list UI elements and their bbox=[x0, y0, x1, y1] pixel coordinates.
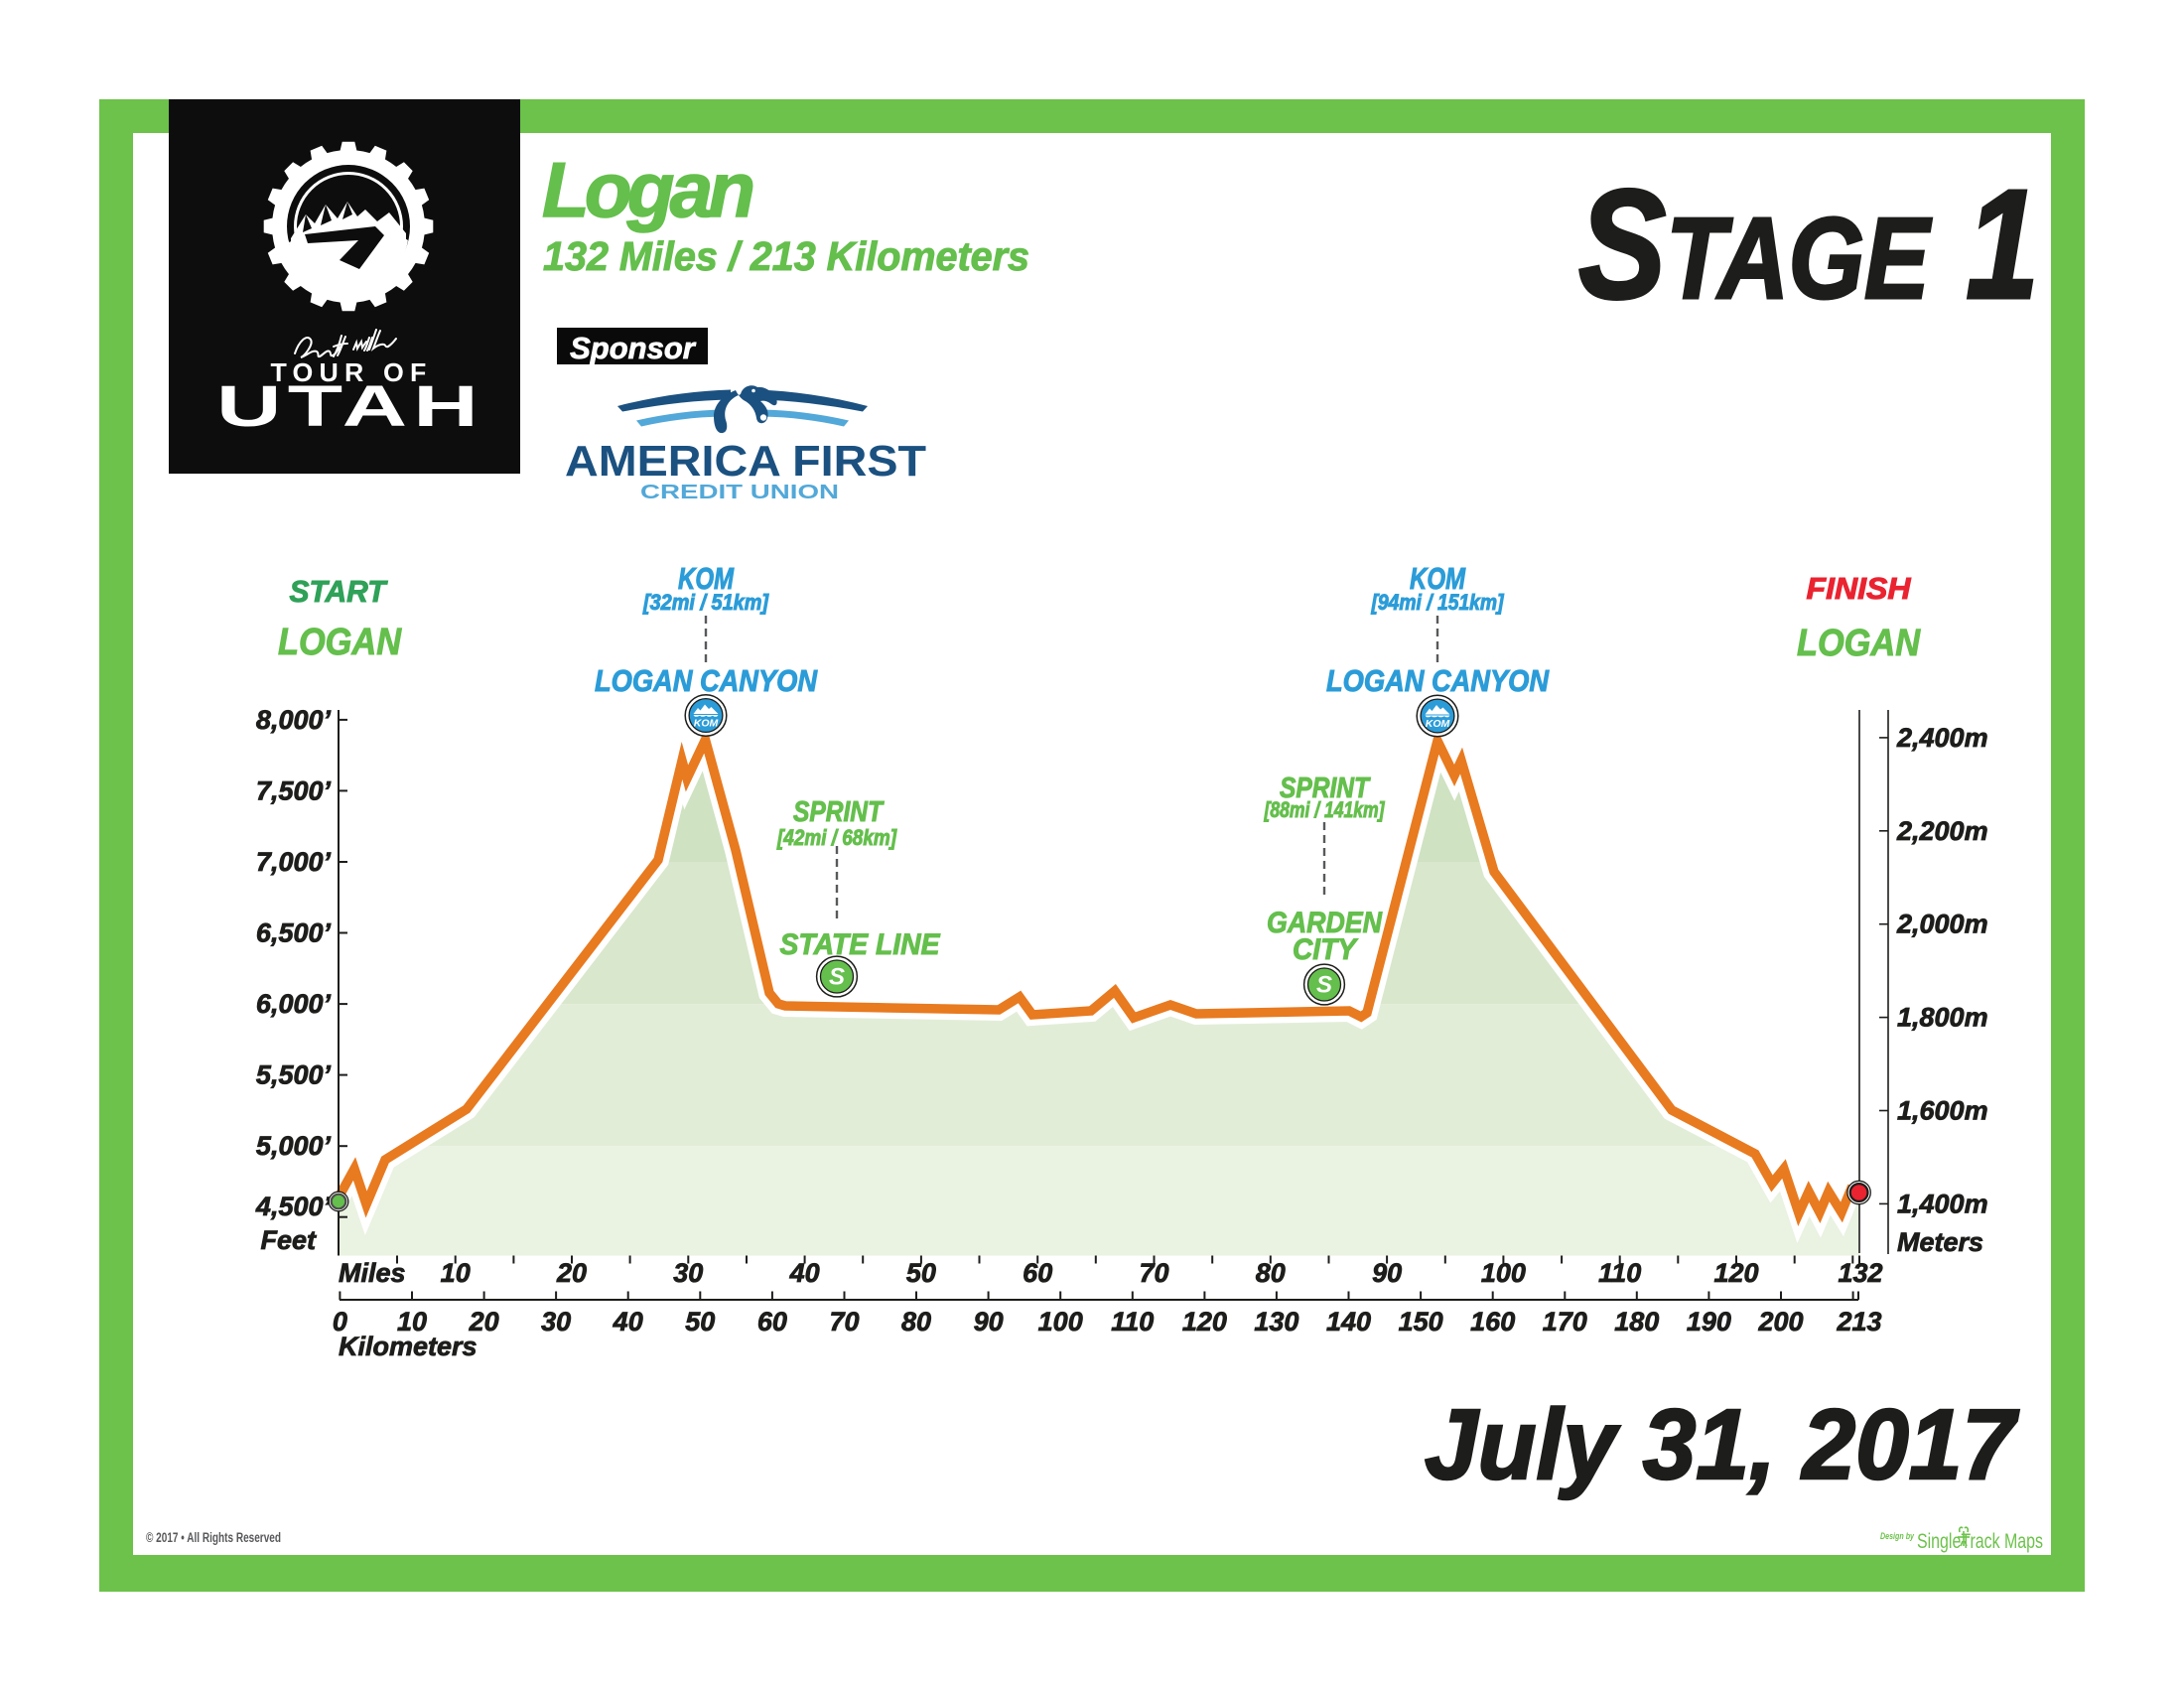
svg-text:TOUR OF: TOUR OF bbox=[271, 357, 433, 387]
svg-text:110: 110 bbox=[1598, 1258, 1641, 1288]
svg-text:© 2017 • All Rights Reserved: © 2017 • All Rights Reserved bbox=[146, 1530, 281, 1545]
svg-text:6,000’: 6,000’ bbox=[256, 989, 332, 1019]
svg-text:120: 120 bbox=[1182, 1307, 1227, 1336]
svg-text:132: 132 bbox=[1838, 1258, 1882, 1288]
svg-text:70: 70 bbox=[829, 1307, 859, 1336]
svg-text:July 31, 2017: July 31, 2017 bbox=[1425, 1389, 2019, 1500]
svg-text:Sponsor: Sponsor bbox=[570, 331, 697, 365]
svg-text:132 Miles / 213 Kilometers: 132 Miles / 213 Kilometers bbox=[543, 233, 1029, 279]
svg-text:30: 30 bbox=[541, 1307, 571, 1336]
svg-text:70: 70 bbox=[1139, 1258, 1168, 1288]
svg-text:1,400m: 1,400m bbox=[1897, 1189, 1988, 1218]
svg-text:110: 110 bbox=[1111, 1307, 1154, 1336]
svg-text:2,400m: 2,400m bbox=[1896, 723, 1988, 753]
svg-text:7,000’: 7,000’ bbox=[256, 847, 332, 877]
svg-text:130: 130 bbox=[1254, 1307, 1298, 1336]
svg-text:100: 100 bbox=[1038, 1307, 1083, 1336]
svg-text:170: 170 bbox=[1543, 1307, 1587, 1336]
svg-text:8,000’: 8,000’ bbox=[256, 705, 332, 735]
svg-text:7,500’: 7,500’ bbox=[256, 775, 332, 805]
svg-text:0: 0 bbox=[333, 1307, 347, 1336]
svg-text:KOM: KOM bbox=[694, 717, 719, 729]
svg-text:Meters: Meters bbox=[1897, 1227, 1983, 1257]
svg-text:200: 200 bbox=[1757, 1307, 1803, 1336]
svg-text:LOGAN: LOGAN bbox=[278, 622, 402, 663]
svg-text:160: 160 bbox=[1470, 1307, 1515, 1336]
svg-text:90: 90 bbox=[974, 1307, 1004, 1336]
svg-text:50: 50 bbox=[685, 1307, 715, 1336]
svg-text:Logan: Logan bbox=[542, 146, 755, 233]
svg-text:S: S bbox=[829, 964, 845, 991]
svg-text:4,500’: 4,500’ bbox=[255, 1192, 332, 1221]
svg-text:[88mi / 141km]: [88mi / 141km] bbox=[1264, 797, 1385, 822]
svg-text:60: 60 bbox=[757, 1307, 787, 1336]
svg-text:Miles: Miles bbox=[339, 1258, 406, 1288]
svg-text:1,800m: 1,800m bbox=[1897, 1003, 1988, 1033]
svg-text:90: 90 bbox=[1372, 1258, 1402, 1288]
svg-text:UTAH: UTAH bbox=[216, 374, 484, 439]
svg-text:80: 80 bbox=[1256, 1258, 1286, 1288]
svg-text:SingleTrack Maps: SingleTrack Maps bbox=[1917, 1530, 2043, 1553]
svg-text:180: 180 bbox=[1614, 1307, 1659, 1336]
svg-text:20: 20 bbox=[556, 1258, 587, 1288]
svg-text:[42mi / 68km]: [42mi / 68km] bbox=[776, 825, 896, 850]
svg-text:10: 10 bbox=[397, 1307, 427, 1336]
svg-text:STATE LINE: STATE LINE bbox=[780, 928, 941, 961]
svg-text:150: 150 bbox=[1399, 1307, 1443, 1336]
svg-text:LOGAN: LOGAN bbox=[1797, 623, 1921, 664]
svg-text:Design by: Design by bbox=[1880, 1531, 1915, 1542]
svg-text:CREDIT UNION: CREDIT UNION bbox=[640, 482, 839, 503]
svg-text:LOGAN CANYON: LOGAN CANYON bbox=[595, 663, 818, 698]
svg-text:KOM: KOM bbox=[1426, 718, 1450, 730]
svg-text:60: 60 bbox=[1023, 1258, 1052, 1288]
svg-text:SPRINT: SPRINT bbox=[793, 796, 885, 828]
svg-text:100: 100 bbox=[1481, 1258, 1526, 1288]
svg-text:KOM: KOM bbox=[678, 561, 735, 596]
svg-text:LOGAN CANYON: LOGAN CANYON bbox=[1326, 663, 1550, 698]
svg-text:213: 213 bbox=[1836, 1307, 1881, 1336]
svg-text:6,500’: 6,500’ bbox=[256, 918, 332, 948]
svg-text:140: 140 bbox=[1326, 1307, 1371, 1336]
svg-text:START: START bbox=[290, 574, 389, 609]
svg-text:AMERICA FIRST: AMERICA FIRST bbox=[565, 437, 926, 486]
svg-text:1,600m: 1,600m bbox=[1897, 1096, 1988, 1126]
svg-text:190: 190 bbox=[1687, 1307, 1731, 1336]
svg-text:FINISH: FINISH bbox=[1807, 571, 1912, 606]
svg-text:10: 10 bbox=[441, 1258, 471, 1288]
svg-text:5,500’: 5,500’ bbox=[256, 1060, 332, 1090]
svg-text:Kilometers: Kilometers bbox=[339, 1332, 478, 1361]
svg-text:40: 40 bbox=[789, 1258, 820, 1288]
svg-text:2,200m: 2,200m bbox=[1896, 816, 1988, 846]
svg-text:GARDEN: GARDEN bbox=[1267, 907, 1383, 939]
svg-text:SPRINT: SPRINT bbox=[1280, 773, 1371, 804]
svg-text:[32mi / 51km]: [32mi / 51km] bbox=[642, 590, 769, 615]
svg-text:120: 120 bbox=[1713, 1258, 1758, 1288]
svg-text:STAGE 1: STAGE 1 bbox=[1578, 156, 2039, 331]
svg-text:[94mi / 151km]: [94mi / 151km] bbox=[1371, 590, 1504, 615]
svg-text:40: 40 bbox=[613, 1307, 643, 1336]
svg-text:Feet: Feet bbox=[260, 1225, 317, 1255]
svg-text:CITY: CITY bbox=[1293, 933, 1359, 966]
svg-text:KOM: KOM bbox=[1410, 561, 1466, 596]
svg-text:2,000m: 2,000m bbox=[1896, 910, 1988, 939]
svg-text:80: 80 bbox=[901, 1307, 931, 1336]
svg-text:5,000’: 5,000’ bbox=[256, 1131, 332, 1161]
svg-text:20: 20 bbox=[469, 1307, 499, 1336]
svg-text:50: 50 bbox=[906, 1258, 936, 1288]
svg-text:S: S bbox=[1316, 972, 1332, 999]
svg-text:30: 30 bbox=[673, 1258, 703, 1288]
